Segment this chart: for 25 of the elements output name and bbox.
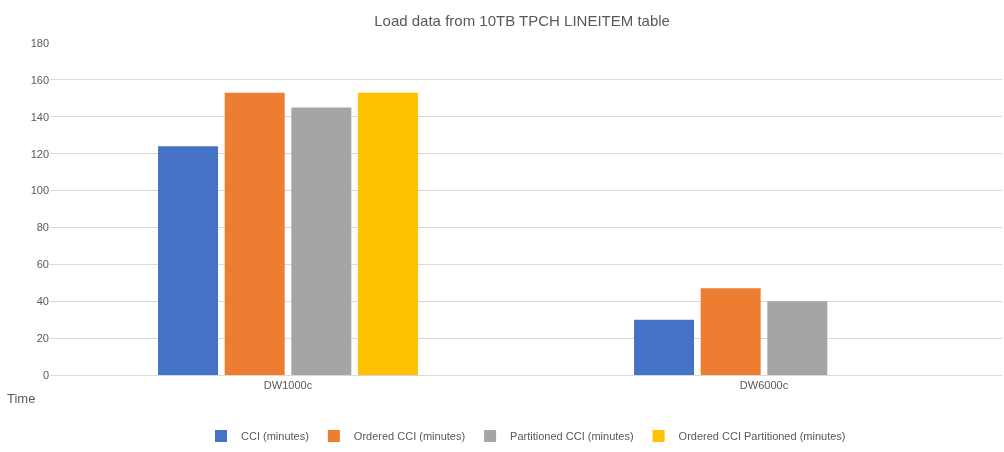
bar [767, 301, 828, 375]
y-tick-label: 100 [30, 184, 49, 197]
y-tick-label: 60 [36, 258, 49, 271]
y-tick-label: 80 [36, 221, 49, 234]
y-tick-label: 120 [30, 147, 49, 160]
legend-label: Ordered CCI Partitioned (minutes) [678, 430, 846, 443]
x-tick-label: DW1000c [263, 379, 313, 392]
y-tick-label: 180 [30, 36, 49, 49]
bar [700, 288, 761, 375]
y-axis-title: Time [7, 391, 36, 406]
legend-label: Partitioned CCI (minutes) [510, 430, 634, 443]
y-tick-label: 160 [30, 73, 49, 86]
y-tick-label: 140 [30, 110, 49, 123]
legend-label: Ordered CCI (minutes) [353, 430, 466, 443]
bar [291, 107, 352, 375]
bar [357, 92, 418, 375]
legend-label: CCI (minutes) [241, 430, 309, 443]
y-tick-label: 20 [36, 331, 49, 344]
y-tick-label: 40 [36, 295, 49, 308]
x-tick-label: DW6000c [739, 379, 789, 392]
chart-title: Load data from 10TB TPCH LINEITEM table [374, 12, 670, 30]
y-tick-label: 0 [42, 368, 49, 381]
bar [634, 319, 695, 375]
bar [158, 146, 219, 375]
bar [224, 92, 285, 375]
